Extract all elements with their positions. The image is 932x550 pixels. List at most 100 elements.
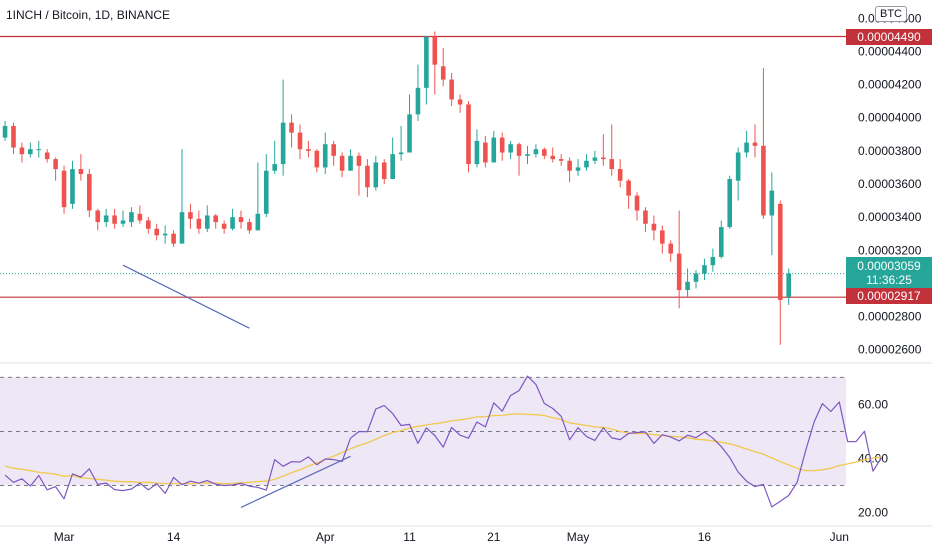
candle-body bbox=[331, 144, 336, 156]
candle-body bbox=[314, 150, 320, 168]
candle-body bbox=[381, 162, 387, 180]
candle-body bbox=[710, 256, 716, 266]
candle-body bbox=[617, 169, 623, 181]
candle-body bbox=[415, 87, 421, 115]
candle-body bbox=[735, 152, 741, 181]
candle-body bbox=[432, 36, 438, 65]
candle-body bbox=[162, 233, 168, 236]
candle-body bbox=[365, 165, 370, 188]
price-axis-tick-label: 0.00004000 bbox=[858, 111, 922, 125]
candle-body bbox=[398, 152, 404, 155]
candle-body bbox=[533, 149, 539, 155]
time-axis-tick-label: Apr bbox=[316, 530, 335, 544]
candle-body bbox=[53, 159, 58, 170]
candle-body bbox=[61, 170, 67, 208]
candle-body bbox=[188, 212, 193, 219]
candle-body bbox=[112, 215, 117, 224]
candle-body bbox=[676, 253, 682, 291]
candle-body bbox=[297, 132, 303, 150]
candle-body bbox=[769, 190, 775, 216]
time-axis-tick-label: 16 bbox=[698, 530, 712, 544]
candle-body bbox=[238, 217, 244, 223]
candle-body bbox=[752, 142, 758, 146]
candle-body bbox=[550, 155, 556, 160]
candle-body bbox=[718, 227, 724, 257]
candle-body bbox=[786, 273, 792, 297]
last-price-value: 0.00003059 bbox=[857, 259, 921, 273]
candle-body bbox=[137, 213, 143, 221]
candle-body bbox=[440, 66, 446, 80]
rsi-moving-average-line bbox=[4, 413, 882, 485]
candle-body bbox=[204, 215, 210, 229]
candle-body bbox=[609, 159, 615, 170]
price-axis-tick-label: 0.00003400 bbox=[858, 210, 922, 224]
candle-body bbox=[306, 149, 311, 151]
time-axis-tick-label: 21 bbox=[487, 530, 501, 544]
candle-body bbox=[592, 157, 598, 161]
currency-badge[interactable]: BTC bbox=[875, 6, 907, 22]
candle-body bbox=[247, 222, 252, 231]
candle-body bbox=[221, 223, 227, 229]
candle-body bbox=[255, 213, 261, 231]
candle-body bbox=[36, 149, 42, 151]
price-axis-tick-label: 0.00004400 bbox=[858, 44, 922, 58]
candle-body bbox=[601, 157, 606, 160]
candle-body bbox=[322, 144, 328, 168]
candle-body bbox=[584, 160, 589, 168]
candle-body bbox=[348, 155, 353, 171]
candle-body bbox=[693, 273, 699, 282]
candle-body bbox=[129, 212, 134, 223]
candle-body bbox=[634, 195, 640, 211]
candle-body bbox=[651, 223, 657, 231]
last-price-label: 0.00003059 11:36:25 bbox=[846, 257, 932, 289]
candle-body bbox=[44, 152, 50, 160]
candle-body bbox=[474, 140, 480, 165]
candle-body bbox=[230, 217, 235, 229]
rsi-axis-tick-label: 20.00 bbox=[858, 506, 888, 520]
candle-body bbox=[777, 203, 783, 300]
candle-body bbox=[660, 230, 665, 244]
price-axis-tick-label: 0.00002800 bbox=[858, 310, 922, 324]
candle-body bbox=[643, 210, 648, 224]
candle-body bbox=[19, 147, 25, 155]
candle-body bbox=[78, 169, 84, 175]
candle-body bbox=[95, 210, 101, 223]
candle-body bbox=[179, 212, 185, 244]
price-axis-tick-label: 0.00003200 bbox=[858, 243, 922, 257]
candle-body bbox=[516, 144, 522, 156]
candle-body bbox=[356, 155, 362, 166]
candle-body bbox=[11, 125, 16, 148]
candle-body bbox=[2, 125, 8, 138]
candle-body bbox=[171, 233, 176, 244]
candle-body bbox=[449, 79, 454, 100]
time-axis-tick-label: Mar bbox=[54, 530, 75, 544]
time-axis-tick-label: 11 bbox=[403, 530, 416, 544]
candle-body bbox=[508, 144, 513, 153]
rsi-trendline bbox=[240, 455, 351, 508]
price-axis-tick-label: 0.00002600 bbox=[858, 343, 922, 357]
rsi-line bbox=[4, 375, 882, 508]
candle-body bbox=[567, 160, 572, 171]
candle-body bbox=[390, 154, 395, 180]
candle-body bbox=[196, 218, 202, 229]
candle-body bbox=[457, 99, 463, 105]
candle-body bbox=[626, 180, 631, 196]
price-axis-tick-label: 0.00004200 bbox=[858, 78, 922, 92]
candle-body bbox=[558, 159, 564, 161]
support-price-label: 0.00002917 bbox=[846, 288, 932, 304]
time-axis-tick-label: Jun bbox=[830, 530, 849, 544]
candle-body bbox=[575, 167, 581, 171]
candle-body bbox=[28, 149, 33, 155]
candle-body bbox=[373, 162, 379, 188]
candle-body bbox=[407, 114, 412, 153]
candle-body bbox=[491, 137, 497, 163]
candle-body bbox=[761, 145, 766, 216]
rsi-band bbox=[0, 377, 846, 486]
candle-body bbox=[542, 149, 547, 156]
candle-body bbox=[103, 215, 109, 223]
time-axis-tick-label: May bbox=[567, 530, 590, 544]
candle-body bbox=[289, 122, 294, 133]
candle-body bbox=[120, 220, 126, 224]
candle-body bbox=[424, 36, 429, 88]
